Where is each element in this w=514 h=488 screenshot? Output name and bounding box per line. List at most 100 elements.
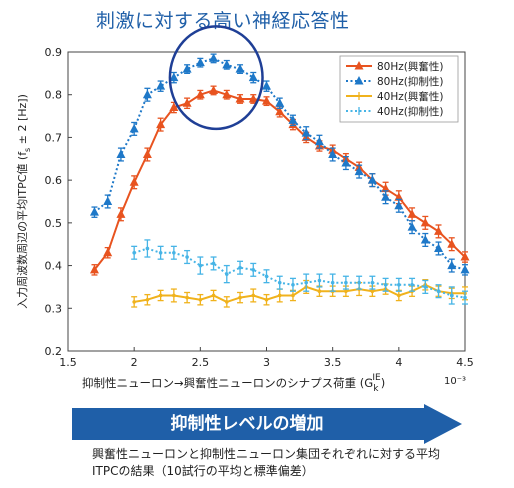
- series-0-point-23: [394, 192, 404, 201]
- series-3-point-7: [185, 255, 189, 259]
- series-0-point-10: [222, 89, 232, 99]
- x-axis-label-tail: ): [381, 376, 386, 390]
- y-axis-label-sub: s: [23, 148, 32, 152]
- series-0-point-4: [142, 149, 152, 159]
- series-2-point-17: [317, 289, 322, 294]
- series-2-point-8: [198, 297, 203, 302]
- series-0-point-8: [195, 89, 205, 99]
- series-0-point-26: [434, 226, 444, 235]
- legend: 80Hz(興奮性) 80Hz(抑制性) 40Hz(興奮性) 40Hz(抑制性): [339, 55, 459, 123]
- legend-marker-1: [354, 76, 364, 85]
- series-3-point-14: [277, 280, 282, 285]
- y-tick-label-7: 0.9: [45, 46, 63, 59]
- series-3-point-15: [291, 282, 295, 287]
- y-tick-label-4: 0.6: [45, 174, 63, 187]
- series-2-point-14: [277, 293, 282, 298]
- y-axis-label-main: 入力周波数周辺の平均ITPC値 (f: [16, 151, 29, 309]
- series-3-point-16: [304, 280, 309, 285]
- series-3-point-5: [158, 250, 163, 255]
- x-axis-label: 抑制性ニューロン→興奮性ニューロンのシナプス荷重 (GkIE): [82, 373, 385, 394]
- x-axis-label-sup: IE: [372, 373, 381, 383]
- legend-label-3: 40Hz(抑制性): [377, 105, 443, 118]
- y-tick-label-2: 0.4: [45, 260, 63, 273]
- series-1-point-9: [209, 53, 219, 62]
- series-0-point-1: [103, 247, 113, 257]
- series-3-point-28: [463, 295, 467, 300]
- inhibition-increase-arrow: 抑制性レベルの増加: [72, 404, 462, 444]
- series-1-point-7: [182, 64, 192, 73]
- series-1-point-0: [89, 207, 99, 216]
- x-axis-label-main: 抑制性ニューロン→興奮性ニューロンのシナプス荷重 (G: [82, 376, 373, 390]
- series-2-point-9: [211, 293, 216, 298]
- series-2-point-5: [158, 293, 163, 298]
- y-axis-label-tail: ± 2 [Hz]): [16, 94, 29, 148]
- series-1-point-27: [447, 260, 457, 270]
- series-1-point-10: [222, 59, 232, 69]
- figure-caption: 興奮性ニューロンと抑制性ニューロン集団それぞれに対する平均ITPCの結果（10試…: [92, 447, 441, 478]
- series-1-point-2: [116, 149, 126, 159]
- y-tick-label-6: 0.8: [45, 89, 63, 102]
- series-0-point-27: [447, 239, 457, 248]
- series-3-point-26: [436, 289, 441, 294]
- series-1-point-11: [235, 64, 245, 73]
- series-3-line: [133, 247, 466, 299]
- series-0-point-14: [275, 106, 285, 116]
- series-3-point-17: [317, 278, 322, 283]
- series-1-point-24: [407, 222, 417, 231]
- x-tick-label-1: 2: [131, 356, 138, 369]
- series-3-point-20: [357, 280, 361, 285]
- series-2-point-3: [132, 300, 136, 304]
- page-title: 刺激に対する高い神経応答性: [96, 10, 350, 32]
- series-1-point-28: [460, 264, 470, 274]
- x-axis-exponent: 10⁻³: [444, 376, 466, 387]
- series-2-point-13: [264, 297, 269, 302]
- y-tick-label-1: 0.3: [45, 302, 63, 315]
- series-2-point-10: [225, 300, 229, 304]
- legend-label-1: 80Hz(抑制性): [377, 75, 443, 88]
- series-2-point-6: [172, 293, 176, 298]
- series-1-point-4: [142, 89, 152, 99]
- series-2-point-21: [370, 289, 375, 294]
- series-3-point-4: [145, 246, 150, 251]
- x-tick-label-0: 1.5: [59, 356, 77, 369]
- arrow-shape: [72, 404, 462, 444]
- series-1-point-17: [314, 136, 324, 146]
- highlight-ellipse: [168, 25, 264, 131]
- x-axis-label-sub: k: [373, 384, 379, 394]
- series-3-point-8: [198, 263, 203, 268]
- series-3-point-21: [370, 280, 375, 285]
- series-0-point-12: [248, 93, 258, 103]
- series-3-point-27: [449, 293, 454, 298]
- series-2-point-19: [344, 289, 348, 294]
- series-1-point-23: [394, 200, 404, 210]
- series-3-point-11: [238, 265, 242, 270]
- series-2: [131, 279, 468, 308]
- series-0-point-3: [129, 177, 139, 186]
- series-0-point-5: [156, 119, 166, 129]
- series-1-point-22: [381, 192, 391, 201]
- series-1-point-3: [129, 123, 139, 133]
- y-tick-label-0: 0.2: [45, 345, 63, 358]
- series-0-point-0: [89, 264, 99, 274]
- x-tick-label-5: 4: [395, 356, 402, 369]
- legend-label-0: 80Hz(興奮性): [377, 60, 443, 73]
- series-0-point-7: [182, 98, 192, 107]
- series-0-point-13: [262, 96, 271, 105]
- series-1-point-12: [248, 72, 258, 82]
- series-0-point-11: [235, 93, 245, 103]
- legend-label-2: 40Hz(興奮性): [377, 90, 443, 103]
- series-3-point-9: [211, 261, 216, 266]
- series-0-point-2: [116, 209, 126, 218]
- series-1-point-13: [262, 81, 271, 90]
- series-0-point-9: [209, 85, 219, 94]
- x-tick-label-4: 3.5: [324, 356, 342, 369]
- itpc-line-chart: 0.2 0.3 0.4 0.5 0.6 0.7 0.8 0.9 1.5 2 2.5 3 3.5 4 4.5 抑…: [16, 25, 474, 394]
- series-1-point-21: [367, 175, 377, 184]
- series-2-point-12: [251, 293, 256, 298]
- series-1-point-26: [434, 243, 444, 252]
- series-0-point-24: [407, 209, 417, 218]
- series-1-point-18: [328, 149, 338, 159]
- series-1-point-5: [156, 81, 166, 90]
- series-3-point-12: [251, 268, 256, 272]
- series-3-point-13: [264, 274, 269, 279]
